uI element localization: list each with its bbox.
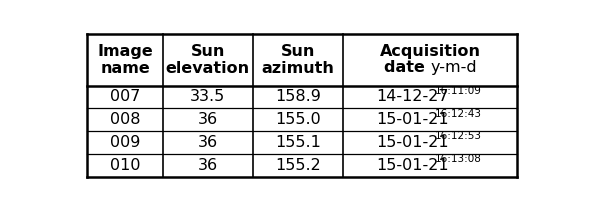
Text: 010: 010 <box>110 158 140 173</box>
Text: 36: 36 <box>198 158 218 173</box>
Text: Image
name: Image name <box>97 43 153 76</box>
Text: 16:11:09: 16:11:09 <box>435 86 482 96</box>
Text: 008: 008 <box>110 112 140 127</box>
Text: 007: 007 <box>110 89 140 104</box>
Text: Sun
elevation: Sun elevation <box>166 43 250 76</box>
Text: 155.1: 155.1 <box>275 135 321 150</box>
Text: 16:12:53: 16:12:53 <box>435 131 482 141</box>
Text: 15-01-21: 15-01-21 <box>376 158 449 173</box>
Text: 15-01-21: 15-01-21 <box>376 135 449 150</box>
Text: Sun
azimuth: Sun azimuth <box>261 43 335 76</box>
Text: 33.5: 33.5 <box>190 89 225 104</box>
Text: 16:13:08: 16:13:08 <box>435 154 482 164</box>
Text: date: date <box>384 60 430 75</box>
Text: Acquisition: Acquisition <box>380 44 481 59</box>
Text: y-m-d: y-m-d <box>430 60 477 75</box>
Text: 36: 36 <box>198 135 218 150</box>
Text: 14-12-27: 14-12-27 <box>376 89 449 104</box>
Text: 16:12:43: 16:12:43 <box>435 108 482 119</box>
Text: 009: 009 <box>110 135 140 150</box>
Text: 155.2: 155.2 <box>275 158 321 173</box>
Text: 155.0: 155.0 <box>275 112 321 127</box>
Text: 158.9: 158.9 <box>275 89 321 104</box>
Text: 36: 36 <box>198 112 218 127</box>
Text: 15-01-21: 15-01-21 <box>376 112 449 127</box>
